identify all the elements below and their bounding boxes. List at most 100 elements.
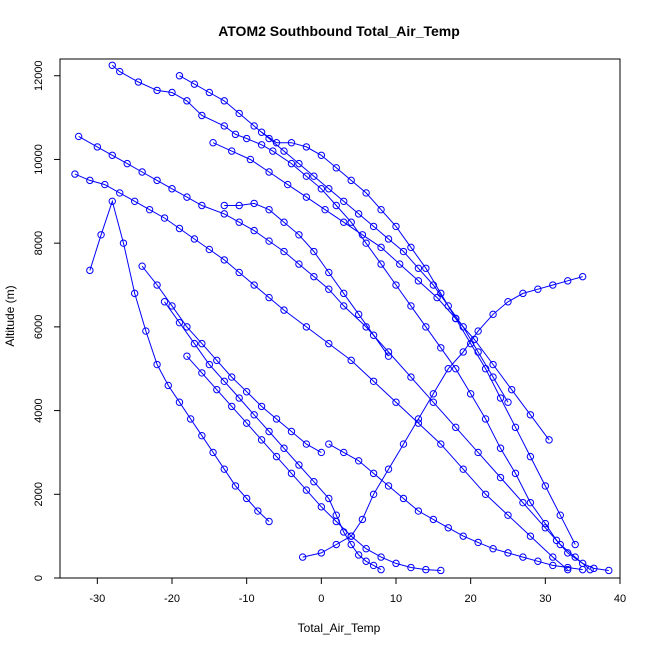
data-point (86, 266, 94, 275)
data-point (175, 398, 184, 406)
data-point (302, 143, 311, 151)
data-point (265, 293, 273, 302)
data-point (325, 285, 333, 293)
series-11 (257, 128, 579, 549)
data-point (116, 189, 124, 197)
data-point (198, 201, 206, 210)
data-point (489, 360, 497, 369)
series-line (164, 301, 382, 571)
data-point (325, 268, 333, 277)
data-point (153, 281, 161, 289)
data-point (287, 469, 296, 478)
data-point (287, 139, 296, 147)
data-point (496, 473, 505, 482)
data-point (347, 218, 355, 226)
data-point (295, 260, 303, 268)
series-3 (71, 170, 572, 574)
data-point (511, 469, 520, 478)
data-point (175, 72, 184, 80)
series-8 (298, 272, 587, 561)
data-point (354, 551, 363, 559)
data-point (97, 231, 105, 239)
data-point (377, 260, 385, 268)
data-point (317, 448, 326, 457)
data-point (414, 507, 423, 515)
data-point (228, 147, 236, 155)
data-point (489, 310, 497, 319)
series-12 (138, 262, 326, 457)
data-point (504, 298, 512, 306)
data-point (242, 388, 251, 396)
data-point (190, 235, 199, 243)
data-point (242, 494, 251, 503)
data-point (74, 132, 83, 141)
data-point (526, 452, 535, 461)
data-point (142, 327, 150, 335)
data-point (295, 231, 303, 239)
data-point (130, 197, 139, 206)
data-point (377, 565, 385, 574)
data-point (257, 402, 266, 411)
data-point (605, 566, 613, 575)
data-point (340, 448, 348, 457)
data-point (369, 469, 378, 478)
data-point (429, 515, 438, 524)
y-tick-label: 10000 (33, 144, 45, 175)
data-point (295, 461, 303, 469)
series-line (74, 173, 569, 570)
data-point (459, 532, 467, 540)
data-point (325, 185, 333, 193)
data-point (452, 314, 460, 323)
series-line (261, 131, 576, 545)
data-point (429, 398, 438, 406)
data-point (399, 494, 408, 503)
data-point (250, 281, 258, 289)
data-point (138, 168, 146, 176)
x-tick-label: -10 (239, 593, 255, 605)
data-point (340, 302, 348, 310)
data-point (153, 176, 161, 185)
data-point (377, 243, 385, 252)
data-point (302, 193, 311, 201)
data-point (265, 237, 273, 245)
data-point (280, 247, 288, 256)
data-point (302, 440, 311, 448)
data-point (317, 549, 326, 557)
data-point (119, 239, 128, 247)
data-point (433, 293, 441, 302)
data-point (302, 323, 311, 331)
y-tick-label: 6000 (33, 315, 45, 339)
data-point (242, 134, 251, 143)
y-tick-label: 4000 (33, 398, 45, 422)
data-point (325, 494, 333, 503)
data-point (183, 352, 191, 360)
data-point (168, 302, 176, 310)
data-point (578, 565, 587, 574)
data-point (269, 147, 277, 155)
data-point (153, 86, 161, 95)
series-10 (209, 139, 553, 444)
data-point (317, 185, 326, 193)
data-point (235, 218, 243, 226)
data-point (250, 199, 258, 208)
data-point (265, 427, 273, 436)
series-2 (74, 132, 594, 574)
series-line (186, 355, 441, 571)
data-point (519, 289, 527, 298)
data-point (145, 205, 154, 214)
data-point (209, 448, 217, 457)
data-point (332, 517, 340, 526)
series-4 (86, 197, 273, 526)
data-point (205, 88, 214, 97)
data-point (228, 373, 236, 381)
data-point (399, 440, 408, 448)
data-point (354, 210, 363, 218)
data-point (422, 264, 430, 272)
data-point (340, 218, 348, 226)
series-line (111, 64, 609, 571)
series-line (179, 75, 509, 403)
data-point (552, 536, 561, 545)
chart-title: ATOM2 Southbound Total_Air_Temp (218, 23, 460, 39)
series-7 (183, 352, 445, 575)
data-point (369, 377, 378, 385)
